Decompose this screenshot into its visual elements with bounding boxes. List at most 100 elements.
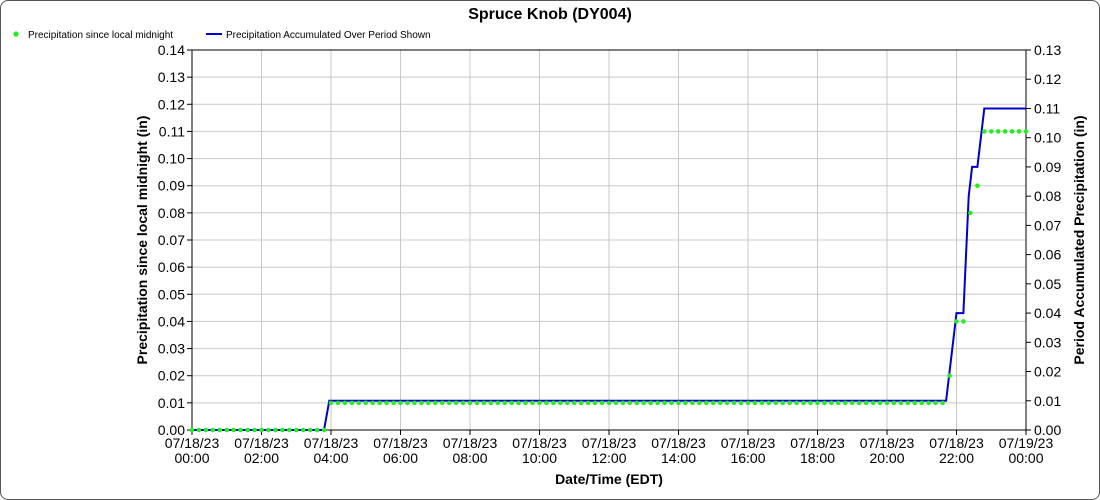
data-point [238, 427, 243, 433]
data-point [898, 400, 904, 406]
x-tick-date: 07/18/23 [234, 435, 289, 451]
y-left-tick-label: 0.02 [158, 368, 185, 384]
data-point [933, 400, 938, 406]
data-point [1016, 129, 1022, 134]
legend-marker-midnight [13, 31, 19, 37]
y-right-tick-label: 0.10 [1034, 130, 1061, 146]
y-right-tick-label: 0.06 [1034, 247, 1061, 263]
data-point [405, 400, 410, 406]
y-axis-right: 0.00 0.01 0.02 0.03 0.04 0.05 0.06 0.07 0.08 0.09… [1026, 42, 1061, 438]
data-point [982, 129, 987, 134]
data-point [196, 427, 202, 433]
data-point [530, 400, 535, 406]
data-point [453, 400, 459, 406]
data-point [474, 400, 480, 406]
y-right-tick-label: 0.04 [1034, 305, 1061, 321]
data-point [717, 400, 723, 406]
y-right-tick-label: 0.05 [1034, 276, 1061, 292]
data-point [968, 210, 973, 216]
data-point [697, 400, 702, 406]
data-point [919, 400, 924, 406]
data-point [266, 427, 271, 433]
data-point [954, 319, 959, 324]
series-accumulated [192, 107, 1026, 431]
data-point [585, 400, 591, 406]
data-point [856, 400, 862, 406]
data-point [273, 427, 278, 433]
y-left-tick-label: 0.08 [158, 205, 185, 221]
y-right-tick-label: 0.00 [1034, 422, 1061, 438]
data-point [724, 400, 730, 406]
x-tick-time: 20:00 [869, 450, 904, 466]
x-tick-time: 06:00 [383, 450, 418, 466]
legend-label-accumulated: Precipitation Accumulated Over Period Sh… [226, 30, 431, 41]
y-right-tick-label: 0.07 [1034, 217, 1061, 233]
x-axis-label: Date/Time (EDT) [555, 471, 663, 487]
y-axis-left: 0.00 0.01 0.02 0.03 0.04 0.05 0.06 0.07 0.08 0.09… [158, 42, 192, 438]
x-axis: 07/18/2300:0007/18/2302:0007/18/2304:000… [165, 430, 1053, 466]
data-point [203, 427, 209, 433]
x-tick-date: 07/18/23 [721, 435, 776, 451]
data-point [891, 400, 897, 406]
data-point [836, 400, 841, 406]
data-point [523, 400, 528, 406]
data-point [829, 400, 834, 406]
y-right-tick-label: 0.11 [1034, 100, 1060, 116]
data-point [342, 400, 348, 406]
y-axis-right-label: Period Accumulated Precipitation (in) [1071, 115, 1087, 364]
data-point [300, 427, 306, 433]
data-point [1002, 129, 1008, 134]
data-point [815, 400, 820, 406]
y-left-tick-label: 0.09 [158, 178, 185, 194]
data-point [210, 427, 216, 433]
data-point [780, 400, 785, 406]
data-point [766, 400, 772, 406]
data-point [509, 400, 514, 406]
data-point [363, 400, 369, 406]
data-point [843, 400, 848, 406]
data-point [370, 400, 376, 406]
data-point [488, 400, 494, 406]
y-left-tick-label: 0.13 [158, 69, 185, 85]
data-point [467, 400, 473, 406]
x-tick-date: 07/18/23 [860, 435, 915, 451]
data-point [571, 400, 577, 406]
x-tick-date: 07/18/23 [165, 435, 220, 451]
data-point [683, 400, 688, 406]
data-point [252, 427, 257, 433]
y-left-tick-label: 0.01 [158, 395, 185, 411]
y-left-tick-label: 0.12 [158, 96, 185, 112]
chart-grid [192, 50, 1026, 430]
data-point [280, 427, 285, 433]
x-tick-time: 08:00 [452, 450, 487, 466]
chart-title: Spruce Knob (DY004) [468, 6, 632, 23]
y-right-tick-label: 0.12 [1034, 71, 1061, 87]
data-point [995, 129, 1001, 134]
data-point [884, 400, 890, 406]
data-point [328, 400, 334, 406]
data-point [905, 400, 911, 406]
data-point [439, 400, 445, 406]
data-point [752, 400, 758, 406]
data-point [599, 400, 605, 406]
data-point [516, 400, 521, 406]
data-point [245, 427, 250, 433]
data-point [877, 400, 883, 406]
x-tick-date: 07/18/23 [651, 435, 706, 451]
data-point [1023, 129, 1029, 134]
data-point [989, 129, 994, 134]
data-point [620, 400, 626, 406]
data-point [307, 427, 313, 433]
data-point [641, 400, 646, 406]
data-point [634, 400, 640, 406]
x-tick-time: 14:00 [661, 450, 696, 466]
data-point [384, 400, 389, 406]
data-point [822, 400, 827, 406]
x-tick-date: 07/18/23 [373, 435, 428, 451]
data-point [412, 400, 417, 406]
data-point [773, 400, 779, 406]
data-point [801, 400, 806, 406]
y-left-tick-label: 0.03 [158, 341, 185, 357]
y-left-tick-label: 0.06 [158, 259, 185, 275]
